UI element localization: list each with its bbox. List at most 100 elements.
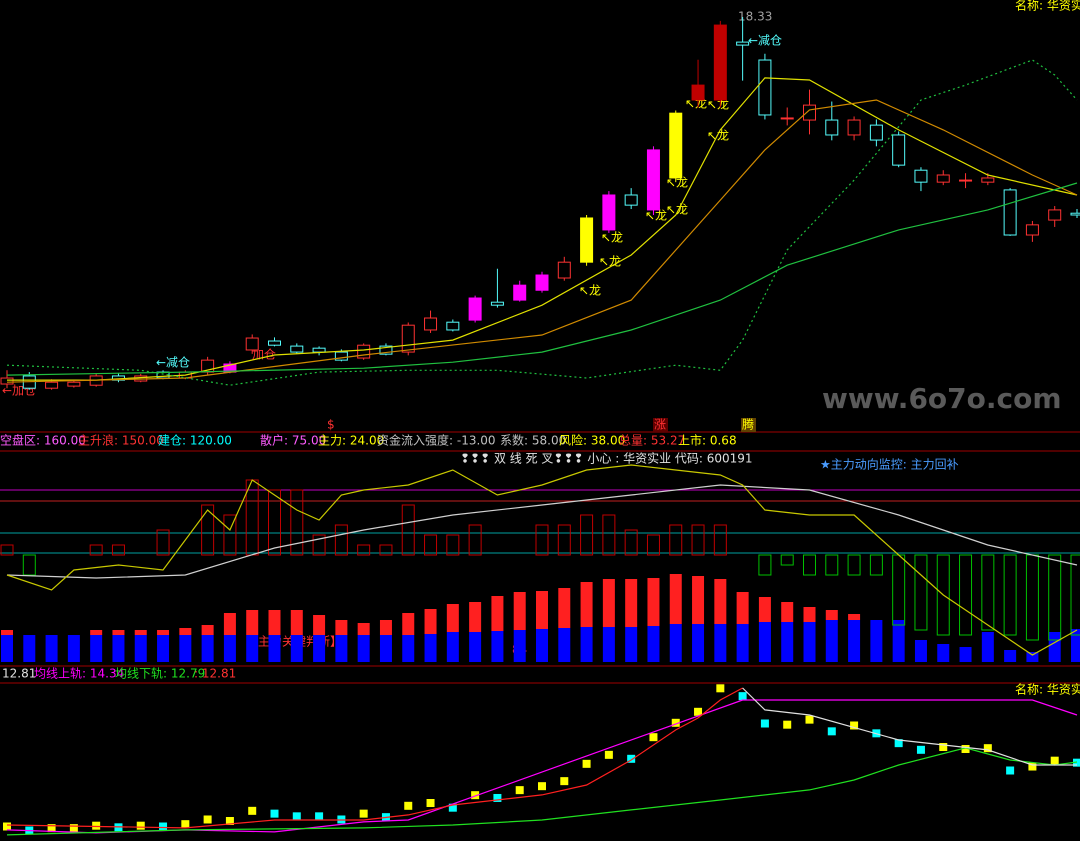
volume-bar <box>290 610 303 635</box>
signal-bar <box>535 524 549 556</box>
info-item: 建仓: 120.00 <box>158 434 232 448</box>
signal-bar <box>713 524 727 556</box>
candle-body <box>803 104 816 121</box>
volume-bar <box>758 597 771 622</box>
volume-bar <box>201 625 214 635</box>
volume-bar <box>803 622 816 662</box>
watermark: www.6o7o.com <box>822 382 1062 415</box>
candle-body <box>557 261 571 279</box>
signal-bar <box>401 504 415 556</box>
bottom-info: 均线下轨: 12.79 <box>115 667 205 681</box>
signal-mark: 涨 <box>654 417 666 432</box>
signal-bar <box>111 544 125 556</box>
price-marker <box>916 745 925 754</box>
volume-bar <box>223 613 236 635</box>
price-marker <box>983 744 992 753</box>
annotation: 加仓 <box>252 348 276 362</box>
candle-body <box>334 351 348 361</box>
signal-bar <box>959 554 973 636</box>
signal-bar <box>290 489 304 556</box>
volume-bar <box>469 602 482 632</box>
candle-body <box>268 340 281 346</box>
volume-bar <box>825 610 838 620</box>
price-marker <box>671 718 680 727</box>
signal-bar <box>646 534 660 556</box>
candle-body <box>245 337 259 351</box>
volume-bar <box>112 630 125 635</box>
volume-bar <box>179 635 192 662</box>
signal-bar <box>312 534 326 556</box>
volume-bar <box>892 620 905 662</box>
volume-bar <box>23 635 36 662</box>
volume-bar <box>357 635 370 662</box>
mid-title: ❢❢❢ 双 线 死 叉❢❢❢ 小心 : 华资实业 代码: 600191 <box>460 451 753 466</box>
price-marker <box>805 715 814 724</box>
volume-bar <box>90 630 103 635</box>
price-marker <box>92 821 101 830</box>
dragon-label: ↖龙 <box>601 231 623 245</box>
volume-bar <box>513 630 526 662</box>
price-marker <box>894 739 903 748</box>
dragon-label: ↖龙 <box>666 176 688 190</box>
volume-bar <box>402 613 415 635</box>
volume-bar <box>558 588 571 628</box>
candle-body <box>624 194 638 206</box>
candle-body <box>1048 209 1062 221</box>
price-marker <box>694 707 703 716</box>
candle-body <box>847 119 861 136</box>
signal-bar <box>825 554 839 576</box>
signal-bar <box>424 534 438 556</box>
volume-bar <box>134 635 147 662</box>
price-marker <box>939 743 948 752</box>
price-marker <box>47 824 56 833</box>
signal-bar <box>468 524 482 556</box>
volume-bar <box>1 630 13 635</box>
price-marker <box>627 754 636 763</box>
info-item: 主力: 24.00 <box>318 434 384 448</box>
dragon-label: ↖龙 <box>599 255 621 269</box>
volume-bar <box>90 635 103 662</box>
volume-bar <box>335 635 348 662</box>
band-line <box>6 747 1078 836</box>
price-marker <box>136 821 145 830</box>
signal-bar <box>758 554 772 576</box>
volume-bar <box>781 602 794 622</box>
price-marker <box>738 692 747 701</box>
price-marker <box>225 817 234 826</box>
volume-bar <box>402 635 415 662</box>
price-marker <box>760 719 769 728</box>
volume-bar <box>736 624 749 662</box>
band-line <box>742 687 1077 766</box>
volume-bar <box>1 635 13 662</box>
stock-name: 名称: 华资实业 <box>1015 682 1080 697</box>
moving-average <box>6 99 1078 383</box>
price-marker <box>270 809 279 818</box>
volume-bar <box>558 628 571 662</box>
info-item: 资金流入强度: -13.00 <box>377 433 496 448</box>
price-marker <box>783 720 792 729</box>
indicator-line <box>6 484 1078 579</box>
volume-bar <box>201 635 214 662</box>
volume-bar <box>536 591 548 629</box>
price-marker <box>560 777 569 786</box>
info-item: 风险: 38.00 <box>559 433 625 448</box>
candle-body <box>290 345 304 353</box>
signal-bar <box>847 554 861 576</box>
price-marker <box>315 812 324 821</box>
price-marker <box>961 744 970 753</box>
volume-bar <box>134 630 147 635</box>
price-marker <box>69 824 78 833</box>
candle-body <box>892 134 906 166</box>
price-marker <box>515 786 524 795</box>
signal-bar <box>803 554 816 576</box>
indicator-line <box>6 464 1078 656</box>
volume-bar <box>112 635 125 662</box>
dragon-label: ↖龙 <box>645 209 667 223</box>
info-item: 系数: 58.00 <box>500 433 566 448</box>
volume-bar <box>313 635 326 662</box>
volume-bar <box>714 579 727 624</box>
volume-bar <box>223 635 236 662</box>
candle-body <box>0 377 14 385</box>
